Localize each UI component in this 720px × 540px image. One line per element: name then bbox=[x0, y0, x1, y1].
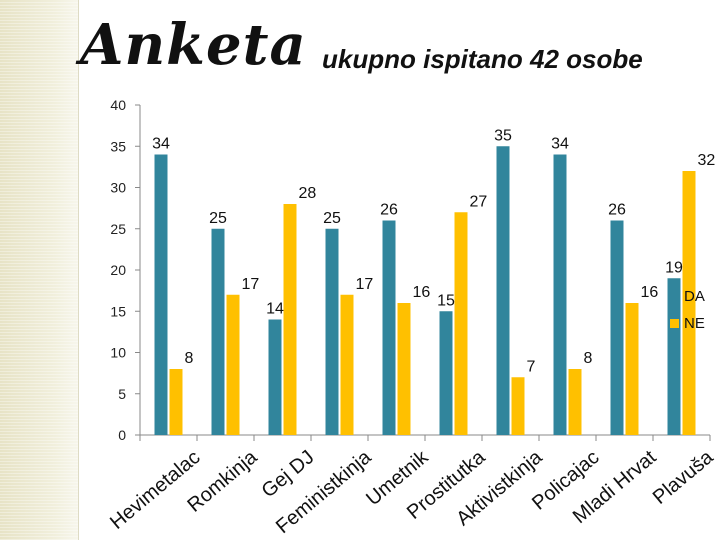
bar-ne bbox=[568, 369, 582, 435]
y-tick-label: 25 bbox=[110, 221, 126, 237]
data-label: 28 bbox=[299, 185, 317, 202]
data-label: 25 bbox=[323, 210, 341, 227]
data-label: 34 bbox=[551, 136, 569, 153]
bar-ne bbox=[397, 303, 411, 435]
bar-ne bbox=[682, 171, 696, 435]
bar-ne bbox=[454, 212, 468, 435]
bar-ne bbox=[226, 294, 240, 435]
data-label: 35 bbox=[494, 127, 512, 144]
stripe-edge bbox=[78, 0, 79, 540]
bar-da bbox=[211, 228, 225, 435]
y-tick-label: 10 bbox=[110, 345, 126, 361]
category-label: Hevimetalac bbox=[106, 446, 204, 534]
bar-da bbox=[154, 154, 168, 435]
bar-da bbox=[439, 311, 453, 435]
data-label: 26 bbox=[380, 202, 398, 219]
y-tick-label: 0 bbox=[118, 427, 126, 443]
y-tick-label: 35 bbox=[110, 138, 126, 154]
data-label: 17 bbox=[356, 276, 374, 293]
y-tick-label: 5 bbox=[118, 386, 126, 402]
data-label: 25 bbox=[209, 210, 227, 227]
y-tick-label: 20 bbox=[110, 262, 126, 278]
y-tick-label: 30 bbox=[110, 180, 126, 196]
bar-ne bbox=[625, 303, 639, 435]
bar-ne bbox=[169, 369, 183, 435]
data-label: 26 bbox=[608, 202, 626, 219]
data-label: 7 bbox=[527, 358, 536, 375]
bar-ne bbox=[511, 377, 525, 435]
legend-label-ne: NE bbox=[684, 315, 705, 332]
bar-da bbox=[667, 278, 681, 435]
data-label: 16 bbox=[641, 284, 659, 301]
data-label: 34 bbox=[152, 136, 170, 153]
bar-da bbox=[382, 220, 396, 435]
bar-ne bbox=[283, 204, 297, 435]
data-label: 17 bbox=[242, 276, 260, 293]
data-label: 32 bbox=[698, 152, 716, 169]
decorative-side-stripe bbox=[0, 0, 78, 540]
data-label: 8 bbox=[584, 350, 593, 367]
data-label: 8 bbox=[185, 350, 194, 367]
bar-da bbox=[268, 319, 282, 435]
y-tick-label: 40 bbox=[110, 97, 126, 113]
legend-label-da: DA bbox=[684, 288, 705, 305]
bar-ne bbox=[340, 294, 354, 435]
data-label: 27 bbox=[470, 193, 488, 210]
bar-da bbox=[553, 154, 567, 435]
data-label: 16 bbox=[413, 284, 431, 301]
category-label: Plavuša bbox=[649, 446, 718, 509]
data-label: 15 bbox=[437, 292, 455, 309]
bar-da bbox=[325, 228, 339, 435]
legend-swatch-ne bbox=[670, 319, 679, 328]
bar-da bbox=[496, 146, 510, 435]
y-tick-label: 15 bbox=[110, 303, 126, 319]
page-subtitle: ukupno ispitano 42 osobe bbox=[322, 44, 643, 74]
data-label: 19 bbox=[665, 259, 683, 276]
legend-swatch-da bbox=[670, 292, 679, 301]
data-label: 14 bbox=[266, 301, 284, 318]
bar-da bbox=[610, 220, 624, 435]
page-title: Anketa bbox=[80, 12, 307, 78]
